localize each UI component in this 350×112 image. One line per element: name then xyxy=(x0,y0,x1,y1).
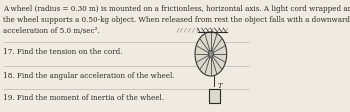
Text: 17. Find the tension on the cord.: 17. Find the tension on the cord. xyxy=(3,48,122,56)
Text: A wheel (radius = 0.30 m) is mounted on a frictionless, horizontal axis. A light: A wheel (radius = 0.30 m) is mounted on … xyxy=(3,5,350,13)
Text: 19. Find the moment of inertia of the wheel.: 19. Find the moment of inertia of the wh… xyxy=(3,93,164,101)
Text: mg: mg xyxy=(209,92,219,100)
Text: / / / / / /  / / /  / / /: / / / / / / / / / / / / xyxy=(176,27,228,32)
Text: the wheel supports a 0.50-kg object. When released from rest the object falls wi: the wheel supports a 0.50-kg object. Whe… xyxy=(3,16,350,24)
Text: T: T xyxy=(217,81,222,89)
Text: 18. Find the angular acceleration of the wheel.: 18. Find the angular acceleration of the… xyxy=(3,71,175,79)
Text: acceleration of 5.0 m/sec².: acceleration of 5.0 m/sec². xyxy=(3,27,100,35)
Bar xyxy=(209,89,220,103)
Circle shape xyxy=(208,51,214,58)
Polygon shape xyxy=(195,33,227,76)
